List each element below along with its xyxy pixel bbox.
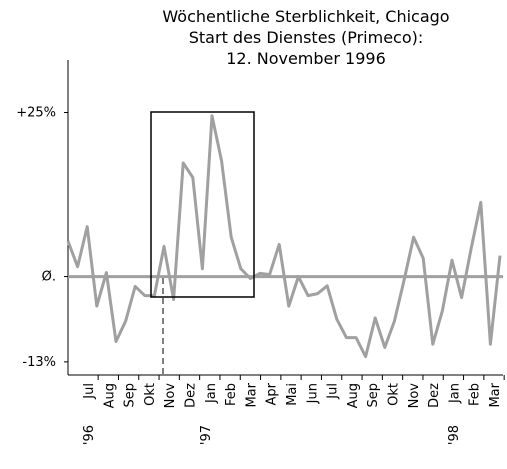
x-tick-label: Mar [488,382,503,407]
x-tick-label: Apr [265,382,280,405]
x-tick-label: Sep [366,383,381,408]
y-tick-label: Ø. [42,270,56,285]
x-tick-label: Okt [143,383,158,406]
x-tick-label: Feb [468,383,483,406]
x-tick-label: Jul [326,383,341,400]
highlight-box [150,111,255,298]
chart-title-line: Start des Dienstes (Primeco): [189,28,424,47]
data-line [66,114,502,359]
x-tick-label: Nov [163,383,178,409]
x-tick-label: Feb [224,383,239,406]
y-tick-label: +25% [16,106,56,121]
x-tick-label: Nov [407,383,422,409]
year-label: '97 [199,425,214,445]
x-tick-label: Jun [305,383,320,404]
chart-title-line: 12. November 1996 [226,49,386,68]
x-tick-label: Dez [427,383,442,408]
x-tick-label: Jul [82,383,97,400]
x-tick-label: Jan [447,383,462,404]
x-tick-label: Mai [285,383,300,406]
x-tick-label: Dez [184,383,199,408]
x-tick-label: Aug [346,383,361,408]
x-tick-label: Mar [244,382,259,407]
y-tick-label: -13% [22,355,56,370]
year-label: '96 [82,425,97,445]
x-tick-label: Aug [102,383,117,408]
x-tick-label: Sep [123,383,138,408]
year-label: '98 [447,425,462,445]
chart-title-line: Wöchentliche Sterblichkeit, Chicago [162,7,449,26]
chart-title: Wöchentliche Sterblichkeit, Chicago Start… [162,7,449,68]
x-tick-label: Jan [204,383,219,404]
x-tick-label: Okt [387,383,402,406]
